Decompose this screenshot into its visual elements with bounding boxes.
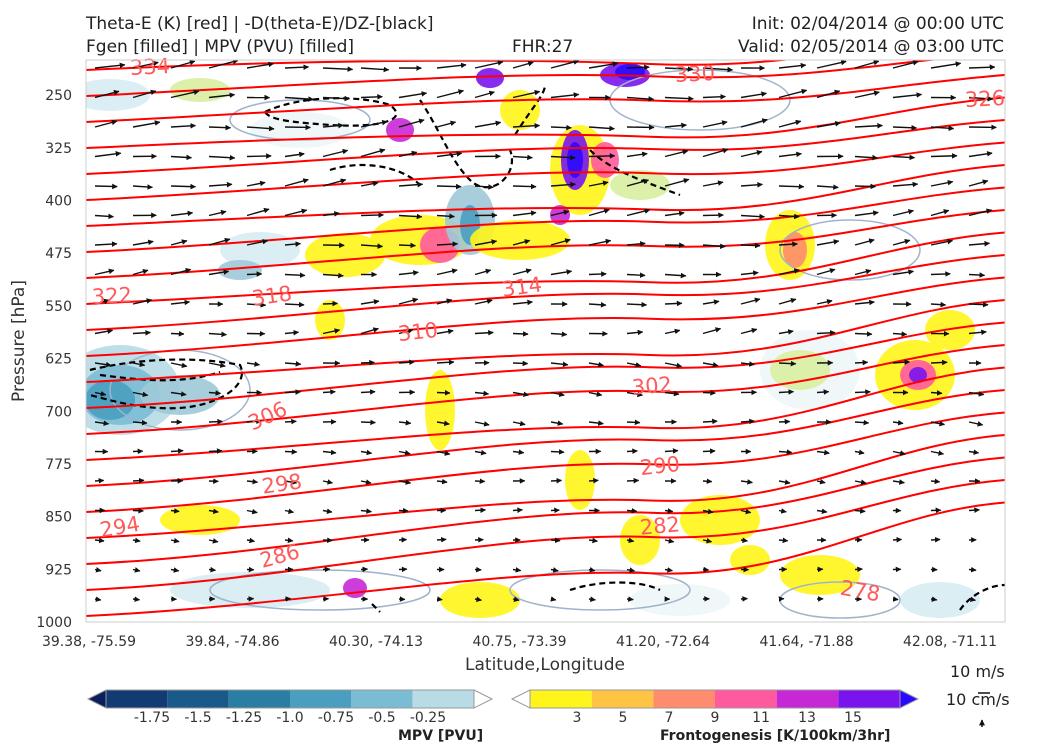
- mpv-colorbar-label: MPV [PVU]: [398, 728, 484, 744]
- y-tick-label: 775: [45, 457, 72, 473]
- x-tick-label: 40.30, -74.13: [329, 634, 423, 650]
- colorbar-tick-label: -1.0: [276, 710, 303, 726]
- reference-vector-vertical: 10 cm/s: [946, 690, 1010, 709]
- colorbar-tick-label: -0.75: [318, 710, 354, 726]
- colorbar-tick-label: 11: [752, 710, 770, 726]
- theta-e-contour-label: 326: [964, 86, 1005, 112]
- colorbar-tick-label: 13: [798, 710, 816, 726]
- y-axis-label: Pressure [hPa]: [9, 280, 29, 402]
- colorbar-tick-label: -1.25: [226, 710, 262, 726]
- y-tick-label: 850: [45, 510, 72, 526]
- y-tick-label: 400: [45, 194, 72, 210]
- y-tick-label: 475: [45, 246, 72, 262]
- y-axis: Pressure [hPa] 250 325 400 475 550 625 700 775 8…: [9, 88, 72, 631]
- colorbar-tick-label: -0.5: [368, 710, 395, 726]
- colorbar-tick-label: -1.75: [134, 710, 170, 726]
- wind-vectors: [94, 60, 997, 603]
- colorbar-tick-label: 5: [619, 710, 628, 726]
- theta-e-contour-label: 298: [260, 469, 303, 498]
- colorbar-tick-label: 9: [711, 710, 720, 726]
- theta-e-contour-label: 290: [639, 452, 681, 480]
- reference-vector-horizontal: 10 m/s: [950, 662, 1005, 681]
- y-tick-label: 250: [45, 88, 72, 104]
- colorbar-tick-label: -1.5: [184, 710, 211, 726]
- theta-e-contour-label: 302: [631, 372, 673, 399]
- y-tick-label: 925: [45, 562, 72, 578]
- reference-vector-arrow: [978, 692, 990, 727]
- title-left-line1: Theta-E (K) [red] | -D(theta-E)/DZ-[blac…: [86, 14, 434, 34]
- plot-area: [86, 60, 1005, 622]
- theta-e-contour-label: 318: [250, 281, 293, 310]
- theta-e-contour-label: 334: [129, 54, 170, 80]
- theta-e-contour-label: 322: [91, 283, 132, 309]
- x-tick-label: 42.08, -71.11: [903, 634, 997, 650]
- y-tick-label: 625: [45, 352, 72, 368]
- colorbar-tick-label: -0.25: [410, 710, 446, 726]
- x-axis-label: Latitude,Longitude: [465, 655, 625, 675]
- colorbar-tick-label: 3: [573, 710, 582, 726]
- colorbar-tick-label: 7: [665, 710, 674, 726]
- plot-frame: [85, 59, 1006, 623]
- theta-e-contour-label: 314: [500, 272, 543, 301]
- y-tick-label: 325: [45, 141, 72, 157]
- title-left-line2: Fgen [filled] | MPV (PVU) [filled]: [86, 37, 355, 57]
- theta-e-contour-label: 330: [674, 61, 715, 87]
- colorbar-tick-label: 15: [844, 710, 862, 726]
- theta-e-contour-label: 282: [639, 512, 681, 539]
- init-time: Init: 02/04/2014 @ 00:00 UTC: [751, 14, 1004, 34]
- fgen-colorbar-label: Frontogenesis [K/100km/3hr]: [660, 728, 891, 744]
- colorbars: -1.75 -1.5 -1.25 -1.0 -0.75 -0.5 -0.25 3 5 7 9 11 13…: [86, 689, 920, 726]
- forecast-hour: FHR:27: [512, 37, 574, 57]
- x-tick-label: 39.84, -74.86: [185, 634, 279, 650]
- x-tick-label: 39.38, -75.59: [42, 634, 136, 650]
- x-tick-label: 40.75, -73.39: [472, 634, 566, 650]
- valid-time: Valid: 02/05/2014 @ 03:00 UTC: [738, 37, 1004, 57]
- y-tick-label: 550: [45, 299, 72, 315]
- y-tick-label: 700: [45, 404, 72, 420]
- x-tick-label: 41.20, -72.64: [616, 634, 710, 650]
- x-axis: Latitude,Longitude 39.38, -75.59 39.84, -…: [42, 634, 997, 675]
- y-tick-label: 1000: [36, 615, 72, 631]
- theta-e-contour-label: 310: [397, 318, 439, 346]
- x-tick-label: 41.64, -71.88: [759, 634, 853, 650]
